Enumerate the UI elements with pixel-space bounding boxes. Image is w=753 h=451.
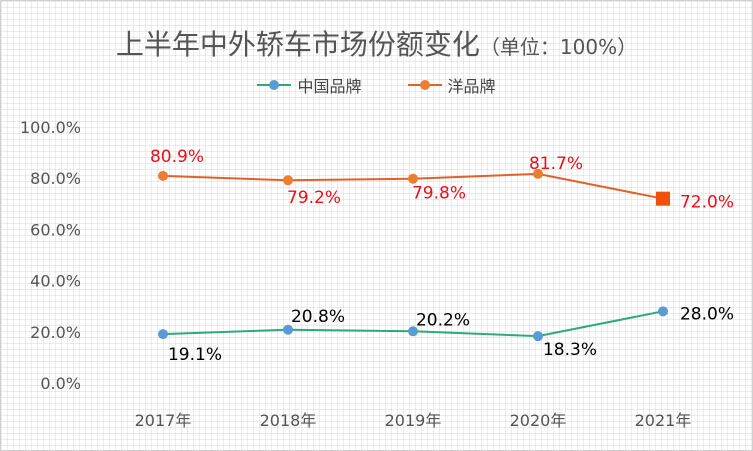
legend: 中国品牌 洋品牌 (1, 73, 752, 97)
series-foreign: 80.9% 79.2% 79.8% 81.7% 72.0% (150, 147, 734, 213)
data-label: 80.9% (150, 147, 204, 167)
x-tick-label: 2020年 (510, 411, 567, 430)
x-tick-label: 2018年 (260, 411, 317, 430)
data-label: 20.8% (291, 307, 345, 327)
y-tick-label: 60.0% (30, 220, 81, 239)
data-label: 72.0% (680, 193, 734, 213)
chart-title-main: 上半年中外轿车市场份额变化 (115, 28, 480, 61)
chart-title: 上半年中外轿车市场份额变化（单位：100%） (1, 23, 752, 63)
y-tick-label: 40.0% (30, 272, 81, 291)
series-layer: 19.1% 20.8% 20.2% 18.3% 28.0% 80.9% 79.2% 79.8%… (150, 147, 734, 365)
data-point (408, 173, 418, 184)
chart-title-unit: （单位：100%） (479, 35, 638, 59)
x-axis: 2017年 2018年 2019年 2020年 2021年 (135, 411, 692, 430)
y-tick-label: 20.0% (30, 323, 81, 342)
data-point (283, 324, 293, 335)
data-label: 79.8% (412, 184, 466, 204)
data-point (158, 329, 168, 340)
legend-item-foreign: 洋品牌 (407, 73, 496, 97)
y-tick-label: 0.0% (40, 374, 81, 393)
series-china: 19.1% 20.8% 20.2% 18.3% 28.0% (158, 304, 734, 365)
data-point (656, 191, 670, 206)
data-label: 79.2% (287, 188, 341, 208)
data-point (533, 331, 543, 342)
data-label: 81.7% (529, 154, 583, 174)
x-tick-label: 2017年 (135, 411, 192, 430)
y-tick-label: 100.0% (20, 118, 81, 137)
legend-marker-foreign (407, 78, 442, 92)
data-point (408, 326, 418, 337)
legend-marker-china (257, 78, 292, 92)
x-tick-label: 2019年 (385, 411, 442, 430)
legend-label-china: 中国品牌 (297, 77, 362, 96)
data-label: 20.2% (416, 310, 470, 330)
data-point (658, 306, 668, 317)
data-label: 18.3% (543, 340, 597, 360)
data-point (158, 170, 168, 181)
legend-item-china: 中国品牌 (257, 73, 362, 97)
data-point (533, 168, 543, 179)
x-tick-label: 2021年 (635, 411, 692, 430)
legend-label-foreign: 洋品牌 (447, 77, 496, 96)
y-tick-label: 80.0% (30, 169, 81, 188)
data-label: 19.1% (168, 345, 222, 365)
data-point (283, 175, 293, 186)
y-axis: 0.0% 20.0% 40.0% 60.0% 80.0% 100.0% (20, 118, 81, 393)
data-label: 28.0% (680, 304, 734, 324)
